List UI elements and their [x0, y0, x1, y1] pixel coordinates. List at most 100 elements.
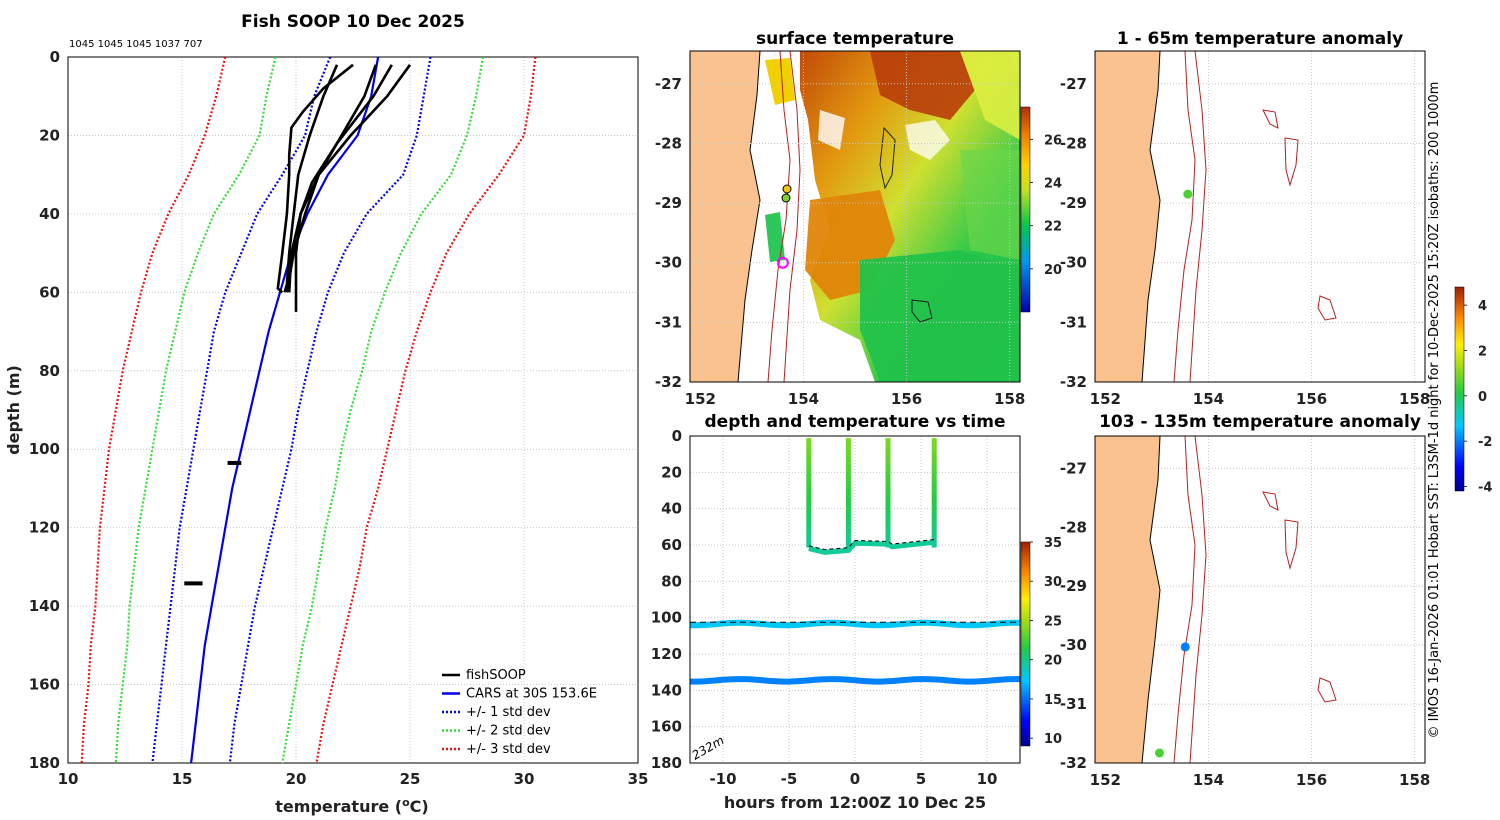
- anomaly-shallow-points: [1183, 189, 1193, 199]
- anomaly-deep-field: [1095, 436, 1337, 763]
- profile-x-tick: 35: [628, 770, 649, 788]
- colorbar-tick-label: 20: [1044, 654, 1062, 669]
- colorbar-tick-label: 24: [1044, 177, 1062, 192]
- time-chart-grid: [690, 435, 1020, 764]
- map-lon-tick: 152: [1090, 390, 1121, 408]
- anomaly-shallow-field: [1095, 51, 1337, 382]
- map-lat-tick: -32: [1060, 373, 1087, 391]
- cast-sample: [931, 496, 937, 501]
- cast-sample: [885, 496, 891, 501]
- time-x-tick: -10: [709, 770, 736, 788]
- cast-sample: [806, 463, 812, 468]
- time-chart-title: depth and temperature vs time: [705, 412, 1006, 432]
- cast-sample: [885, 528, 891, 533]
- anomaly-deep-tick-labels: 152 154 156 158 -27 -28 -29 -30 -31 -32: [1060, 459, 1430, 789]
- cast-sample: [931, 478, 937, 483]
- cast-sample: [806, 445, 812, 450]
- bottom-track-dashed: [808, 539, 935, 551]
- cast-sample: [845, 470, 851, 475]
- profile-y-tick: 60: [39, 283, 60, 301]
- cast-sample: [806, 525, 812, 530]
- colorbar-tick-label: 26: [1044, 133, 1062, 148]
- std-dev-line-upper: [281, 57, 485, 763]
- map-lon-tick: 158: [994, 390, 1025, 408]
- legend-entry: +/- 2 std dev: [466, 724, 551, 739]
- cast-sample: [885, 532, 891, 537]
- time-chart: depth and temperature vs time -10 -5 0 5 100…: [651, 412, 1062, 812]
- cast-sample: [885, 510, 891, 515]
- cast-sample: [845, 525, 851, 530]
- profile-y-tick: 80: [39, 362, 60, 380]
- anomaly-point: [1183, 189, 1193, 199]
- profile-x-tick: 30: [514, 770, 535, 788]
- map-lat-tick: -30: [1060, 636, 1087, 654]
- map-lon-tick: 158: [1399, 771, 1430, 789]
- colorbar-tick-label: -2: [1478, 435, 1492, 450]
- cast-sample: [931, 438, 937, 443]
- profile-chart-counts: 1045 1045 1045 1037 707: [69, 39, 203, 50]
- cast-sample: [806, 485, 812, 490]
- cast-sample: [845, 539, 851, 544]
- profile-y-tick: 120: [29, 519, 60, 537]
- colorbar-tick-label: 10: [1044, 732, 1062, 747]
- time-chart-x-axis-label: hours from 12:00Z 10 Dec 25: [724, 793, 986, 812]
- cast-sample: [931, 536, 937, 541]
- profile-x-tick: 25: [400, 770, 421, 788]
- cast-sample: [806, 438, 812, 443]
- colorbar-tick-label: 30: [1044, 575, 1062, 590]
- profile-frame: [67, 56, 639, 764]
- profile-x-tick-labels: 10 15 20 25 30 35: [58, 770, 649, 788]
- cast-sample: [885, 499, 891, 504]
- map-lat-tick: -27: [655, 75, 682, 93]
- time-y-tick: 0: [672, 427, 682, 445]
- cast-sample: [931, 449, 937, 454]
- cast-sample: [845, 485, 851, 490]
- cast-sample: [885, 474, 891, 479]
- cast-sample: [885, 489, 891, 493]
- sst-colorbar-tick-labels: 26 24 22 20: [1030, 133, 1062, 278]
- profile-x-axis-label: temperature (oC): [275, 796, 428, 816]
- anomaly-point: [1154, 748, 1164, 758]
- time-x-tick: 10: [977, 770, 998, 788]
- map-lat-tick: -29: [1060, 194, 1087, 212]
- cast-sample: [806, 536, 812, 541]
- cast-sample: [806, 496, 812, 501]
- colorbar-tick-label: 15: [1044, 693, 1062, 708]
- map-lon-tick: 154: [788, 390, 819, 408]
- cast-sample: [806, 449, 812, 454]
- cast-sample: [845, 532, 851, 537]
- cast-sample: [931, 503, 937, 508]
- sst-colorbar: [1020, 106, 1031, 313]
- cast-sample: [931, 528, 937, 533]
- map-lat-tick: -31: [655, 313, 682, 331]
- profile-y-tick: 160: [29, 676, 60, 694]
- profile-y-tick-labels: 0 20 40 60 80 100 120 140 160 180: [29, 48, 60, 772]
- cast-sample: [885, 518, 891, 523]
- cast-sample: [931, 521, 937, 526]
- cast-sample: [931, 481, 937, 486]
- profile-y-tick: 20: [39, 126, 60, 144]
- cast-sample: [806, 489, 812, 493]
- cast-sample: [931, 485, 937, 490]
- fishsoop-profile: [285, 64, 412, 293]
- cast-sample: [931, 532, 937, 537]
- cast-sample: [845, 459, 851, 464]
- cast-sample: [885, 449, 891, 454]
- cast-sample: [845, 499, 851, 504]
- cast-sample: [845, 452, 851, 457]
- cast-sample: [845, 449, 851, 454]
- cast-sample: [931, 510, 937, 515]
- cast-sample: [931, 514, 937, 519]
- map-lat-tick: -31: [1060, 695, 1087, 713]
- profile-x-tick: 15: [172, 770, 193, 788]
- profile-y-tick: 180: [29, 754, 60, 772]
- cast-sample: [845, 492, 851, 497]
- cast-sample: [931, 441, 937, 446]
- map-lon-tick: 158: [1399, 390, 1430, 408]
- cast-sample: [931, 489, 937, 493]
- cast-sample: [845, 543, 851, 548]
- cast-sample: [885, 459, 891, 464]
- cast-sample: [845, 521, 851, 526]
- profile-chart: Fish SOOP 10 Dec 2025 1045 1045 1045 103…: [4, 12, 648, 816]
